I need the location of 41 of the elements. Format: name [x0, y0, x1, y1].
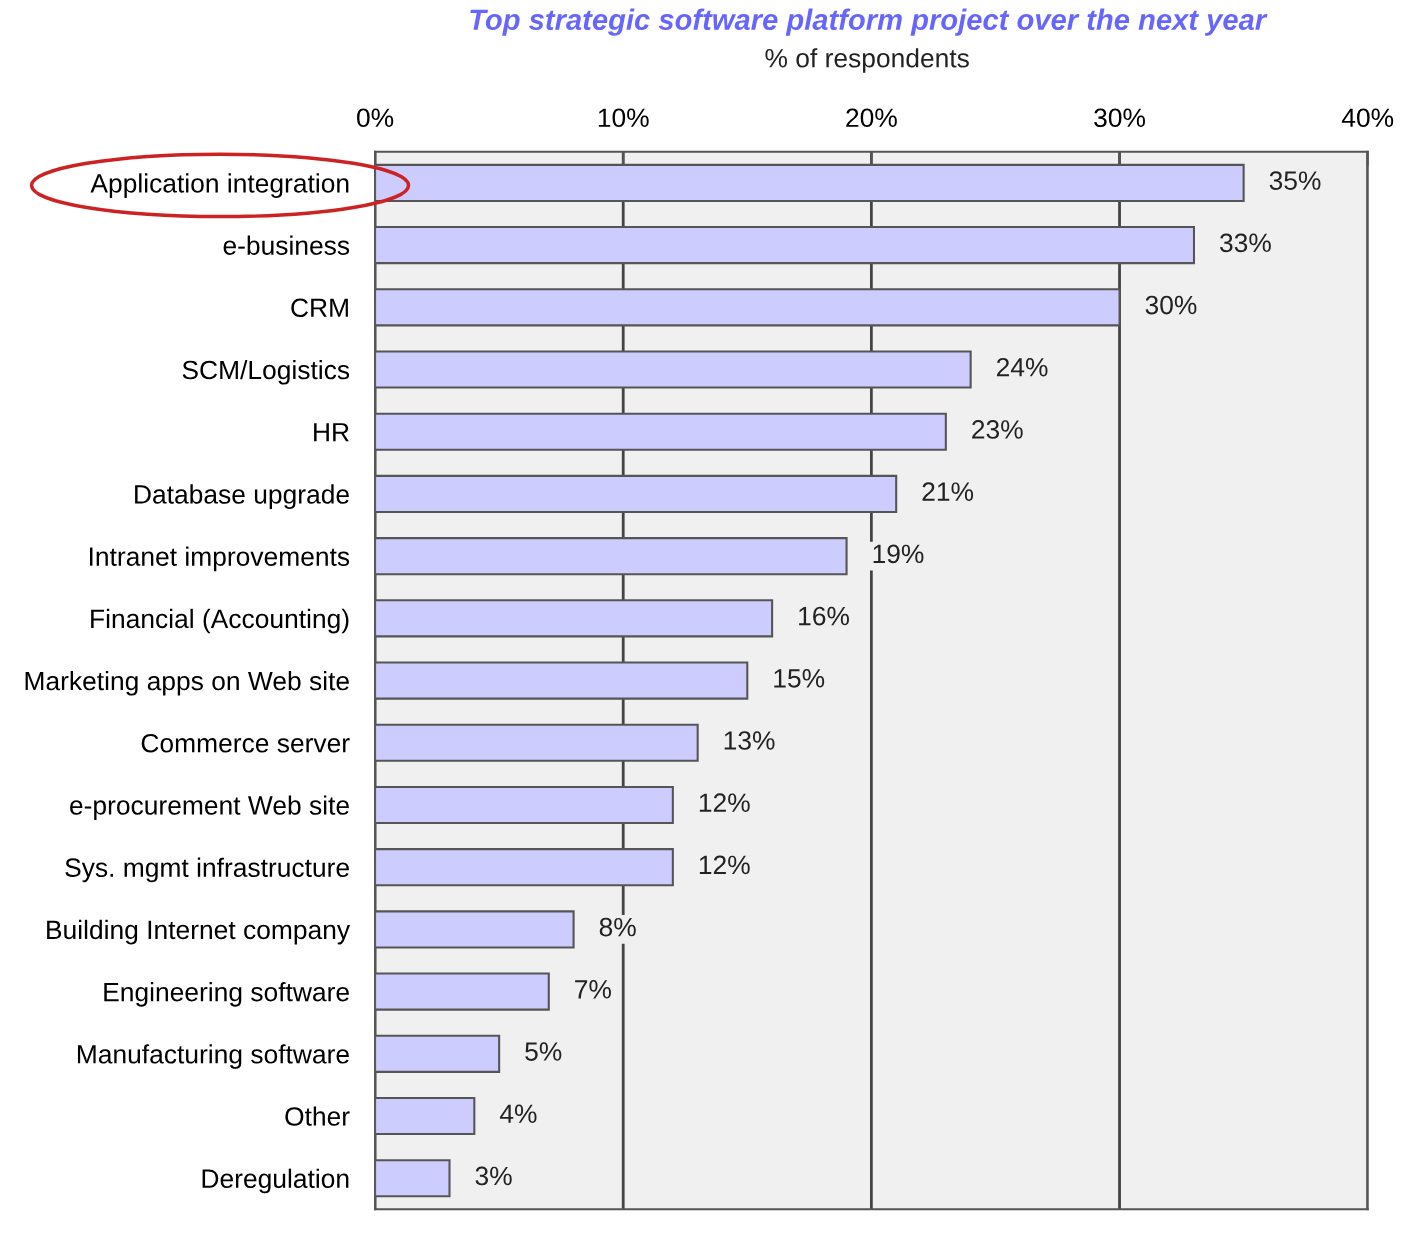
- data-label: 30%: [1145, 295, 1197, 315]
- y-tick-label: e-business: [223, 235, 350, 255]
- y-tick-label: HR: [314, 423, 349, 442]
- data-label: 21%: [922, 482, 974, 501]
- data-label: 5%: [525, 1042, 562, 1061]
- x-tick-label: 40%: [1341, 108, 1394, 128]
- y-tick-label: Intranet improvements: [89, 546, 350, 572]
- y-tick-label: SCM/Logistics: [182, 359, 350, 385]
- data-label: 33%: [1219, 233, 1271, 253]
- data-label: 16%: [799, 606, 849, 626]
- data-label: 3%: [475, 1166, 512, 1186]
- x-tick-label: 30%: [1094, 108, 1146, 128]
- data-label: 8%: [599, 917, 636, 937]
- data-label: 35%: [1269, 171, 1321, 190]
- data-label: 15%: [774, 669, 825, 688]
- data-label: 23%: [972, 420, 1023, 439]
- y-tick-label: Sys. mgmt infrastructure: [65, 857, 349, 883]
- y-tick-label: Database upgrade: [135, 484, 349, 509]
- y-tick-label: Building Internet company: [47, 919, 351, 945]
- y-tick-label: e-procurement Web site: [70, 795, 349, 820]
- data-label: 7%: [575, 980, 611, 999]
- y-tick-label: Financial (Accounting): [91, 608, 349, 634]
- y-tick-label: Application integration: [90, 173, 349, 198]
- y-tick-label: Other: [285, 1106, 350, 1126]
- chart-title: Top strategic software platform project over the next year: [470, 8, 1268, 36]
- y-tick-label: CRM: [291, 298, 348, 318]
- data-label: 13%: [724, 731, 775, 750]
- x-tick-label: 10%: [598, 108, 649, 128]
- data-label: 12%: [699, 793, 750, 812]
- data-label: 19%: [873, 544, 924, 564]
- chart-subtitle: % of respondents: [765, 48, 969, 73]
- y-tick-label: Deregulation: [202, 1168, 349, 1194]
- x-tick-label: 0%: [357, 108, 394, 128]
- data-label: 4%: [499, 1104, 537, 1123]
- x-tick-label: 20%: [846, 108, 897, 128]
- y-tick-label: Marketing apps on Web site: [25, 670, 349, 696]
- y-tick-label: Manufacturing software: [77, 1044, 349, 1069]
- y-tick-label: Commerce server: [141, 733, 350, 753]
- y-tick-label: Engineering software: [104, 982, 349, 1007]
- data-label: 24%: [996, 357, 1048, 377]
- data-label: 12%: [699, 855, 750, 875]
